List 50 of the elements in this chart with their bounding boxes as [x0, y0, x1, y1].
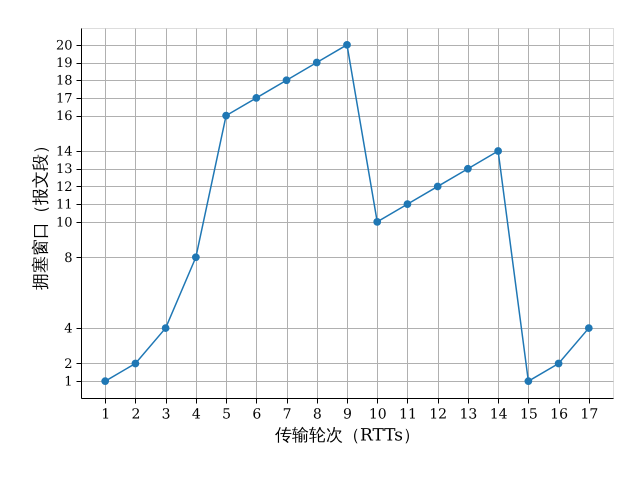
x-tick-label: 2: [131, 406, 140, 422]
point: [404, 200, 412, 208]
point: [584, 324, 593, 332]
y-tick-label: 18: [56, 74, 72, 89]
y-tick-label: 10: [56, 215, 72, 230]
x-tick-label: 3: [162, 406, 171, 422]
point: [494, 147, 502, 155]
point: [524, 377, 532, 386]
y-tick-label: 2: [64, 356, 72, 372]
point: [373, 218, 382, 226]
point: [434, 182, 442, 190]
x-tick-label: 15: [520, 406, 538, 422]
y-tick-label: 19: [56, 56, 72, 72]
x-tick-label: 1: [101, 406, 110, 422]
y-tick-label: 13: [56, 162, 72, 178]
point: [192, 253, 200, 262]
x-tick-label: 11: [399, 406, 417, 422]
y-tick-label: 1: [64, 374, 72, 390]
x-tick-label: 17: [580, 406, 598, 422]
point: [282, 76, 290, 84]
point: [554, 360, 562, 368]
y-tick-label: 17: [56, 91, 72, 106]
y-tick-label: 14: [56, 144, 72, 160]
point: [101, 377, 110, 386]
y-tick-label: 11: [56, 198, 72, 213]
x-tick-label: 10: [368, 406, 387, 422]
x-tick-label: 12: [429, 406, 448, 422]
x-axis-title: 传输轮次（RTTs）: [275, 426, 420, 446]
x-tick-label: 6: [252, 406, 262, 422]
y-tick-label: 12: [56, 180, 72, 195]
point: [252, 94, 260, 102]
y-tick-label: 4: [64, 322, 72, 337]
x-tick-label: 9: [343, 406, 352, 422]
x-tick-label: 13: [459, 406, 478, 422]
x-tick-label: 5: [222, 406, 232, 422]
x-tick-label: 4: [192, 406, 201, 422]
x-tick-label: 16: [550, 406, 568, 422]
point: [132, 360, 140, 368]
x-tick-label: 8: [312, 406, 322, 422]
y-tick-label: 8: [64, 250, 72, 266]
y-tick-label: 16: [56, 109, 72, 124]
y-axis-title: 拥塞窗口（报文段）: [30, 137, 51, 290]
point: [222, 112, 230, 120]
point: [343, 40, 351, 49]
point: [312, 58, 321, 66]
x-tick-label: 14: [490, 406, 508, 422]
point: [464, 164, 472, 173]
x-tick-label: 7: [282, 406, 292, 422]
point: [162, 324, 170, 332]
y-tick-label: 20: [56, 38, 72, 54]
